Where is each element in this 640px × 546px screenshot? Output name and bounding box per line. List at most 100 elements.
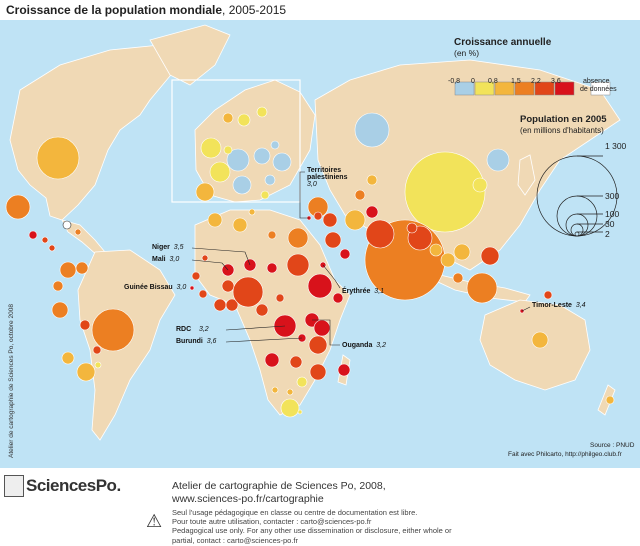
north-america bbox=[9, 44, 176, 221]
circle-ghana bbox=[225, 298, 239, 312]
leader-burundi bbox=[225, 337, 303, 343]
circle-romania bbox=[264, 174, 276, 186]
warning-icon: ⚠ bbox=[146, 511, 163, 531]
circle-belarus bbox=[270, 140, 280, 150]
label-palestine-value: 3,0 bbox=[307, 181, 317, 188]
population-circles bbox=[5, 106, 615, 418]
pop-legend-value-1300: 1 300 bbox=[605, 141, 627, 151]
label-burundi-value: 3,6 bbox=[206, 338, 217, 345]
label-burundi-name: Burundi bbox=[176, 338, 203, 345]
circle-paraguay bbox=[92, 345, 102, 355]
circle-japan bbox=[486, 148, 510, 172]
label-rdc-value: 3,2 bbox=[198, 326, 209, 333]
growth-legend bbox=[454, 81, 611, 96]
circle-poland bbox=[253, 147, 271, 165]
source-text: Source : PNUD bbox=[590, 442, 635, 449]
circle-yemen bbox=[339, 248, 351, 260]
leader-timor bbox=[521, 306, 531, 312]
circle-venezuela bbox=[75, 261, 89, 275]
circle-indonesia bbox=[466, 272, 498, 304]
japan bbox=[517, 154, 536, 196]
circle-mozambique bbox=[309, 363, 327, 381]
atelier-line-1: Atelier de cartographie de Sciences Po, … bbox=[172, 480, 386, 492]
circle-tanzania bbox=[308, 335, 328, 355]
circle-malaysia bbox=[452, 272, 464, 284]
label-mali: Mali 3,0 bbox=[152, 256, 179, 263]
label-mali-name: Mali bbox=[152, 256, 166, 263]
circle-saudi bbox=[324, 231, 342, 249]
circle-syria bbox=[313, 211, 323, 221]
circle-haiti bbox=[74, 228, 82, 236]
label-eritrea-value: 3,1 bbox=[374, 288, 385, 295]
label-niger: Niger 3,5 bbox=[152, 244, 184, 251]
label-palestine-name2: palestiniens bbox=[307, 174, 348, 181]
legend-label-2: 0 bbox=[471, 78, 475, 85]
circle-norway bbox=[222, 112, 234, 124]
circle-spain bbox=[195, 182, 215, 202]
pop-legend-value-300: 300 bbox=[605, 191, 620, 201]
leader-rdc bbox=[225, 325, 286, 331]
circle-lesotho bbox=[297, 409, 303, 415]
notice-line-2: Pour toute autre utilisation, contacter … bbox=[172, 517, 372, 527]
circle-nigeria bbox=[232, 276, 264, 308]
circle-nepal bbox=[406, 222, 418, 234]
atelier-line-2[interactable]: www.sciences-po.fr/cartographie bbox=[172, 493, 324, 505]
circle-car bbox=[275, 293, 285, 303]
made-with-text: Fait avec Philcarto, http://philgeo.club… bbox=[508, 451, 622, 458]
circle-afghanistan bbox=[365, 205, 379, 219]
leader-ouganda bbox=[312, 319, 340, 346]
circle-kazakhstan bbox=[366, 174, 378, 186]
circle-uzbekistan bbox=[354, 189, 366, 201]
label-guinea-bissau: Guinée Bissau 3,0 bbox=[124, 284, 186, 291]
label-ouganda-value: 3,2 bbox=[376, 342, 386, 349]
notice-line-1: Seul l'usage pédagogique en classe ou ce… bbox=[172, 508, 418, 517]
label-mali-value: 3,0 bbox=[169, 256, 180, 263]
world-map: Croissance annuelle (en %) -0,8 0 0,8 1,… bbox=[0, 20, 640, 468]
side-credit: Atelier de cartographie de Sciences Po, … bbox=[8, 304, 15, 458]
circle-south-africa bbox=[280, 398, 300, 418]
pop-legend-value-2: 2 bbox=[605, 229, 610, 239]
label-ouganda-name: Ouganda bbox=[342, 342, 373, 349]
circle-mauritania bbox=[201, 254, 209, 262]
circle-zimbabwe bbox=[296, 376, 308, 388]
label-ouganda: Ouganda 3,2 bbox=[342, 342, 386, 349]
circle-algeria bbox=[232, 217, 248, 233]
circle-greece bbox=[260, 190, 270, 200]
circle-somalia bbox=[332, 292, 344, 304]
circle-kenya bbox=[313, 319, 331, 337]
circle-sudan bbox=[286, 253, 310, 277]
circle-russia bbox=[354, 112, 390, 148]
legend-label-5: 2,2 bbox=[531, 78, 541, 85]
circle-uk bbox=[200, 137, 222, 159]
pop-legend-30 bbox=[570, 223, 584, 237]
circle-philippines bbox=[480, 246, 500, 266]
circle-guinea bbox=[198, 289, 208, 299]
circle-colombia bbox=[59, 261, 77, 279]
circle-ethiopia bbox=[307, 273, 333, 299]
circle-egypt bbox=[287, 227, 309, 249]
notice-line-4: partial, contact : carto@sciences-po.fr bbox=[172, 535, 298, 545]
circle-argentina bbox=[76, 362, 96, 382]
growth-legend-title: Croissance annuelle bbox=[454, 37, 552, 48]
circle-mexico bbox=[5, 194, 31, 220]
circle-china bbox=[404, 151, 486, 233]
circle-ivory bbox=[213, 298, 227, 312]
circle-botswana bbox=[286, 388, 294, 396]
label-timor-name: Timor-Leste bbox=[532, 302, 572, 309]
legend-label-4: 1,5 bbox=[511, 78, 521, 85]
circle-burkina bbox=[221, 279, 235, 293]
circle-korea bbox=[472, 177, 488, 193]
circle-finland bbox=[256, 106, 268, 118]
circle-honduras bbox=[41, 236, 49, 244]
label-rdc: RDC 3,2 bbox=[176, 326, 209, 333]
label-palestine: Territoires palestiniens 3,0 bbox=[307, 167, 347, 188]
circle-ukraine bbox=[272, 152, 292, 172]
circle-vietnam bbox=[453, 243, 471, 261]
circle-peru bbox=[51, 301, 69, 319]
circle-uruguay bbox=[94, 361, 102, 369]
circle-sweden bbox=[237, 113, 251, 127]
circle-guatemala bbox=[28, 230, 38, 240]
circle-libya bbox=[267, 230, 277, 240]
leader-mali bbox=[191, 259, 229, 271]
circle-canada bbox=[36, 136, 80, 180]
